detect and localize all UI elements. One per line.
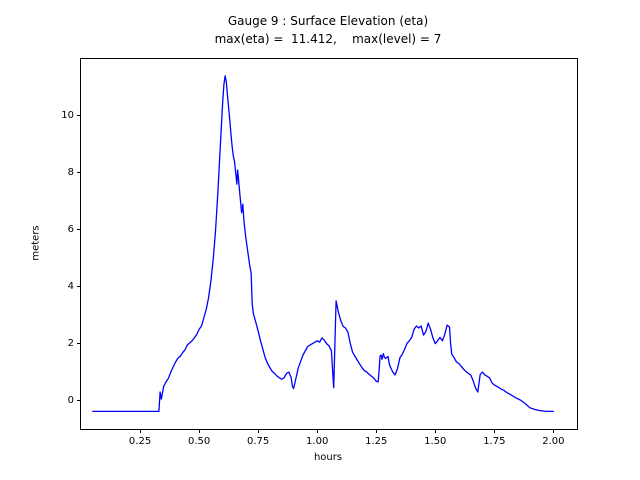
x-tick-label: 1.75	[483, 436, 506, 447]
x-tick-mark	[316, 429, 318, 433]
x-tick-label: 1.50	[424, 436, 447, 447]
y-tick-label: 8	[67, 166, 74, 178]
x-tick-label: 1.00	[306, 436, 329, 447]
y-axis-label: meters	[30, 225, 42, 261]
x-tick-label: 0.75	[247, 436, 270, 447]
x-tick-label: 2.00	[542, 436, 565, 447]
plot-area: 0.25 0.50 0.75 1.00 1.25 1.50 1.75 2.00 0 2 4 6 8 10	[61, 58, 578, 447]
x-tick-mark	[257, 429, 259, 433]
y-tick-mark	[77, 343, 81, 345]
line-chart	[92, 75, 555, 413]
x-tick-label: 1.25	[365, 436, 388, 447]
eta-series-line	[92, 75, 555, 413]
x-tick-mark	[434, 429, 436, 433]
y-tick-mark	[77, 286, 81, 288]
x-tick-mark	[552, 429, 554, 433]
x-tick-mark	[375, 429, 377, 433]
chart-title: Gauge 9 : Surface Elevation (eta)	[227, 14, 429, 28]
y-tick-label: 10	[61, 109, 74, 121]
y-tick-mark	[77, 172, 81, 174]
y-tick-label: 2	[67, 337, 74, 349]
x-tick-label: 0.25	[128, 436, 152, 447]
y-tick-label: 4	[67, 280, 74, 292]
x-tick-mark	[139, 429, 141, 433]
x-axis-label: hours	[313, 452, 343, 463]
x-tick-mark	[198, 429, 200, 433]
y-tick-mark	[77, 229, 81, 231]
chart-subtitle: max(eta) = 11.412, max(level) = 7	[214, 32, 442, 46]
y-tick-label: 0	[67, 394, 74, 406]
y-tick-mark	[77, 115, 81, 117]
chart-title-block: Gauge 9 : Surface Elevation (eta) max(et…	[80, 12, 576, 48]
y-tick-mark	[77, 400, 81, 402]
y-tick-label: 6	[67, 223, 74, 235]
x-tick-mark	[493, 429, 495, 433]
x-tick-label: 0.50	[187, 436, 211, 447]
